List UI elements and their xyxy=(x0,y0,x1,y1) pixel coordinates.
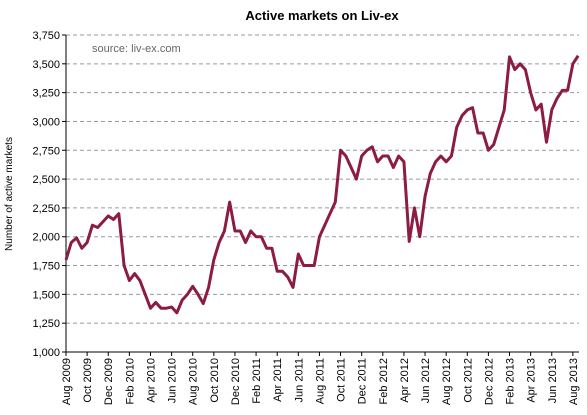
y-axis-label: Number of active markets xyxy=(4,137,15,251)
x-tick-label: Apr 2010 xyxy=(145,358,157,403)
x-tick-label: Oct 2009 xyxy=(82,358,94,403)
x-tick-label: Apr 2012 xyxy=(399,358,411,403)
y-tick-label: 2,500 xyxy=(32,174,60,186)
x-tick-label: Oct 2010 xyxy=(209,358,221,403)
x-tick-label: Aug 2013 xyxy=(568,358,580,405)
x-tick-label: Dec 2010 xyxy=(230,358,242,405)
y-tick-label: 2,750 xyxy=(32,145,60,157)
x-tick-label: Jun 2012 xyxy=(420,358,432,403)
chart-title: Active markets on Liv-ex xyxy=(245,8,399,23)
y-tick-label: 1,000 xyxy=(32,347,60,359)
x-tick-label: Feb 2011 xyxy=(251,358,263,404)
y-tick-label: 1,750 xyxy=(32,261,60,273)
x-tick-label: Dec 2009 xyxy=(103,358,115,405)
x-tick-label: Feb 2012 xyxy=(378,358,390,404)
x-tick-label: Aug 2009 xyxy=(61,358,73,405)
y-tick-label: 1,500 xyxy=(32,289,60,301)
x-tick-label: Jun 2011 xyxy=(293,358,305,402)
y-tick-label: 3,750 xyxy=(32,30,60,42)
x-tick-label: Oct 2012 xyxy=(462,358,474,403)
x-tick-label: Apr 2013 xyxy=(526,358,538,403)
x-tick-label: Feb 2013 xyxy=(505,358,517,404)
x-tick-label: Dec 2012 xyxy=(483,358,495,405)
y-tick-label: 3,000 xyxy=(32,116,60,128)
x-tick-label: Aug 2012 xyxy=(441,358,453,405)
x-tick-label: Aug 2010 xyxy=(188,358,200,405)
y-tick-label: 1,250 xyxy=(32,318,60,330)
data-line xyxy=(64,54,580,315)
x-tick-label: Aug 2011 xyxy=(314,358,326,404)
y-tick-label: 3,500 xyxy=(32,59,60,71)
x-tick-label: Jun 2013 xyxy=(547,358,559,403)
annotation: source: liv-ex.com xyxy=(92,43,181,55)
x-tick-label: Oct 2011 xyxy=(336,358,348,402)
x-tick-label: Dec 2011 xyxy=(357,358,369,404)
y-tick-label: 2,000 xyxy=(32,232,60,244)
x-tick-label: Jun 2010 xyxy=(167,358,179,403)
x-tick-label: Feb 2010 xyxy=(124,358,136,404)
y-tick-label: 2,250 xyxy=(32,203,60,215)
y-tick-label: 3,250 xyxy=(32,88,60,100)
x-tick-label: Apr 2011 xyxy=(272,358,284,402)
